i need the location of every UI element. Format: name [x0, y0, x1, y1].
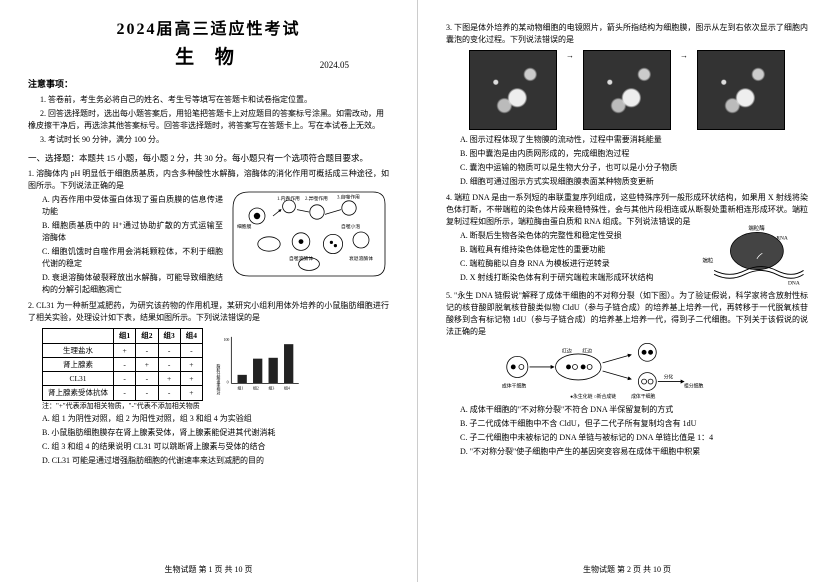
- svg-text:端粒: 端粒: [702, 257, 713, 265]
- q5-diagram: 成体干细胞 红边 红边 分化 成体干细胞 祖分细胞 ●永生化链 ○新合成链: [497, 342, 757, 400]
- footer-right: 生物试题 第 2 页 共 10 页: [418, 564, 836, 576]
- question-1: 1. 溶酶体内 pH 明显低于细胞质基质，内含多种酸性水解酶，溶酶体的消化作用可…: [28, 168, 389, 296]
- arrow-icon: →: [561, 50, 579, 130]
- q5-option-a: A. 成体干细胞的"不对称分裂"不符合 DNA 半保留复制的方式: [460, 404, 808, 416]
- q4-diagram: 端粒酶 RNA 端粒 DNA: [698, 216, 808, 286]
- q5-option-b: B. 子二代成体干细胞中不含 CldU，但子二代子所有复制均含有 1dU: [460, 418, 808, 430]
- q1-diagram: 1.内吞作用 2.异噬作用 3.自噬作用 细胞膜 自噬小泡 自噬溶酶体 衰退溶酶…: [229, 182, 389, 282]
- notice-item-2: 2. 回答选择题时，选出每小题答案后，用铅笔把答题卡上对应题目的答案标号涂黑。如…: [28, 108, 389, 132]
- micrograph-1: [469, 50, 557, 130]
- svg-text:红边: 红边: [582, 347, 592, 354]
- q3-option-c: C. 囊泡中运输的物质可以是生物大分子，也可以是小分子物质: [460, 162, 808, 174]
- question-3: 3. 下图是体外培养的某动物细胞的电镜照片，箭头所指结构为细胞膜，图示从左到右依…: [446, 22, 808, 188]
- micrograph-2: [583, 50, 671, 130]
- svg-text:RNA: RNA: [776, 235, 788, 241]
- svg-text:组2: 组2: [253, 386, 259, 391]
- svg-text:DNA: DNA: [788, 280, 800, 286]
- svg-text:●永生化链 ○新合成链: ●永生化链 ○新合成链: [570, 393, 616, 400]
- svg-text:组1: 组1: [238, 386, 244, 391]
- svg-text:端粒酶: 端粒酶: [748, 224, 765, 232]
- arrow-icon: →: [675, 50, 693, 130]
- q2-table: 组1 组2 组3 组4 生理盐水+--- 肾上腺素-+-+ CL31--++ 肾…: [42, 328, 203, 400]
- notice-item-1: 1. 答卷前，考生务必将自己的姓名、考生号等填写在答题卡和试卷指定位置。: [28, 94, 389, 106]
- question-4: 4. 端粒 DNA 是由一系列短的串联重复序列组成，这些特殊序列一般形成环状结构…: [446, 192, 808, 286]
- q5-option-d: D. "不对称分裂"使子细胞中产生的基因突变容易在成体干细胞中积累: [460, 446, 808, 458]
- exam-title: 2024届高三适应性考试: [28, 18, 389, 42]
- q2-option-d: D. CL31 可能是通过增强脂肪细胞的代谢速率来达到减肥的目的: [42, 455, 389, 467]
- q2-table-note: 注："+"代表添加相关物质，"-"代表不添加相关物质: [42, 401, 389, 412]
- q5-stem: 5. "永生 DNA 链假说"解释了成体干细胞的不对称分裂（如下图）。为了验证假…: [446, 291, 808, 336]
- svg-text:100: 100: [224, 338, 230, 342]
- svg-text:祖分细胞: 祖分细胞: [684, 382, 704, 389]
- svg-text:红边: 红边: [562, 347, 572, 354]
- q3-option-a: A. 图示过程体现了生物膜的流动性，过程中需要消耗能量: [460, 134, 808, 146]
- footer-left: 生物试题 第 1 页 共 10 页: [0, 564, 417, 576]
- q5-option-c: C. 子二代细胞中未被标记的 DNA 单链与被标记的 DNA 单链比值是 1：4: [460, 432, 808, 444]
- micrograph-3: [697, 50, 785, 130]
- svg-text:分化: 分化: [664, 373, 674, 380]
- q3-option-b: B. 图中囊泡是由内质网形成的，完成细胞泡过程: [460, 148, 808, 160]
- q3-stem: 3. 下图是体外培养的某动物细胞的电镜照片，箭头所指结构为细胞膜，图示从左到右依…: [446, 23, 808, 44]
- question-5: 5. "永生 DNA 链假说"解释了成体干细胞的不对称分裂（如下图）。为了验证假…: [446, 290, 808, 458]
- page-1: 2024届高三适应性考试 生 物 2024.05 注意事项： 1. 答卷前，考生…: [0, 0, 418, 582]
- q2-option-a: A. 组 1 为阴性对照，组 2 为阳性对照，组 3 和组 4 为实验组: [42, 413, 389, 425]
- q2-stem: 2. CL31 为一种新型减肥药，为研究该药物的作用机理，某研究小组利用体外培养…: [28, 301, 389, 322]
- part1-heading: 一、选择题：本题共 15 小题，每小题 2 分，共 30 分。每小题只有一个选项…: [28, 152, 389, 165]
- svg-text:脂肪分解速率相对值: 脂肪分解速率相对值: [216, 364, 221, 396]
- notice-heading: 注意事项：: [28, 78, 389, 92]
- svg-text:成体干细胞: 成体干细胞: [631, 393, 655, 400]
- q2-option-c: C. 组 3 和组 4 的结果说明 CL31 可以跳断肾上腺素与受体的结合: [42, 441, 389, 453]
- question-2: 2. CL31 为一种新型减肥药，为研究该药物的作用机理，某研究小组利用体外培养…: [28, 300, 389, 467]
- q3-option-d: D. 细胞可通过图示方式实现细胞膜表面某种物质变更新: [460, 176, 808, 188]
- q2-option-b: B. 小鼠脂肪细胞膜存在肾上腺素受体，肾上腺素能促进其代谢消耗: [42, 427, 389, 439]
- svg-text:0: 0: [227, 381, 229, 385]
- svg-text:组3: 组3: [269, 386, 275, 391]
- svg-text:成体干细胞: 成体干细胞: [502, 382, 526, 389]
- notice-item-3: 3. 考试时长 90 分钟，满分 100 分。: [28, 134, 389, 146]
- q2-bar-chart: 脂肪分解速率相对值 100 0 组1 组2 组3 组4: [215, 333, 305, 395]
- q3-micrographs: → →: [446, 50, 808, 130]
- page-2: 3. 下图是体外培养的某动物细胞的电镜照片，箭头所指结构为细胞膜，图示从左到右依…: [418, 0, 836, 582]
- svg-text:组4: 组4: [284, 386, 290, 391]
